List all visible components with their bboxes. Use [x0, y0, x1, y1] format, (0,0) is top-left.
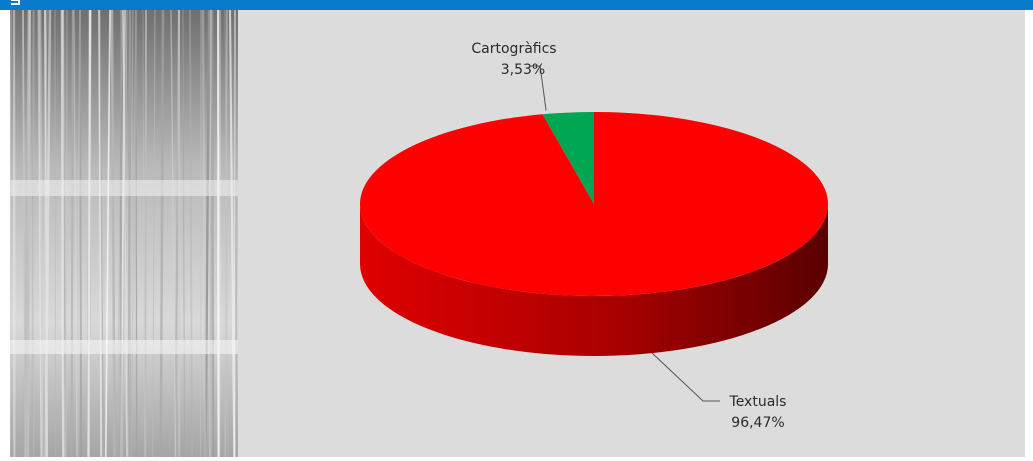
leader-line-textuals: [652, 353, 720, 401]
slice-value-cartografics: 3,53%: [501, 62, 545, 78]
header-bar-fragment: [10, 0, 24, 10]
slice-value-textuals: 96,47%: [731, 415, 784, 431]
chart-panel: Cartogràfics 3,53% Textuals 96,47%: [238, 10, 1025, 457]
right-margin: [1025, 10, 1033, 457]
pie-chart: Cartogràfics 3,53% Textuals 96,47%: [238, 10, 1025, 457]
slice-label-textuals: Textuals: [729, 394, 787, 410]
archive-folders-photo: [10, 10, 238, 457]
slice-label-cartografics: Cartogràfics: [471, 41, 556, 57]
pie-slice-textuals: [360, 112, 828, 296]
header-bar: [0, 0, 1033, 10]
